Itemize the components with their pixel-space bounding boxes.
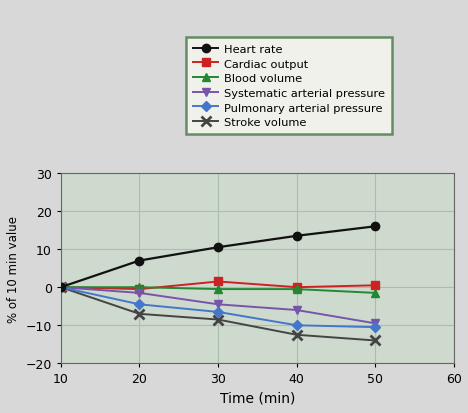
Legend: Heart rate, Cardiac output, Blood volume, Systematic arterial pressure, Pulmonar: Heart rate, Cardiac output, Blood volume…	[186, 38, 392, 135]
Y-axis label: % of 10 min value: % of 10 min value	[7, 215, 20, 322]
X-axis label: Time (min): Time (min)	[219, 391, 295, 405]
